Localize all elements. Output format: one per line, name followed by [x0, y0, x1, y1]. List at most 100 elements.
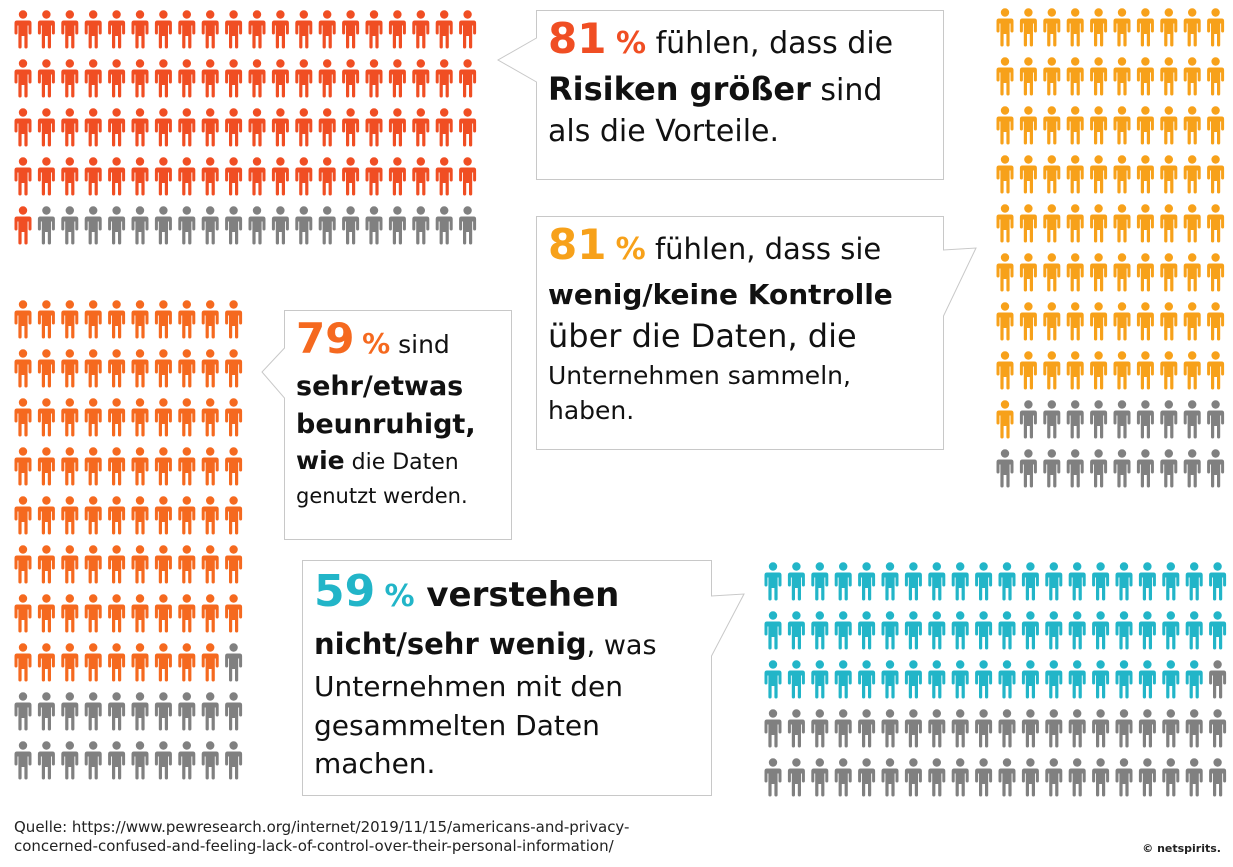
person-icon-empty	[1092, 709, 1110, 748]
person-icon-filled	[84, 545, 102, 584]
stat-number: 81	[548, 14, 607, 63]
person-icon-empty	[1045, 709, 1063, 748]
person-icon-filled	[1043, 204, 1061, 243]
person-icon-empty	[225, 643, 243, 682]
person-icon-empty	[811, 709, 829, 748]
person-icon-filled	[108, 10, 126, 49]
person-icon-empty	[858, 758, 876, 797]
person-icon-filled	[201, 157, 219, 196]
person-icon-filled	[928, 562, 946, 601]
person-icon-empty	[1092, 758, 1110, 797]
person-icon-filled	[459, 59, 477, 98]
person-icon-empty	[858, 709, 876, 748]
person-icon-empty	[178, 741, 196, 780]
person-icon-filled	[1019, 204, 1037, 243]
person-icon-empty	[342, 206, 360, 245]
person-icon-filled	[248, 59, 266, 98]
stat-percent-sign: %	[615, 232, 646, 267]
person-icon-empty	[108, 741, 126, 780]
person-icon-filled	[14, 300, 32, 339]
person-icon-filled	[1136, 204, 1154, 243]
person-icon-filled	[1160, 57, 1178, 96]
person-icon-empty	[1160, 449, 1178, 488]
person-icon-filled	[1138, 562, 1156, 601]
person-icon-filled	[37, 10, 55, 49]
person-icon-filled	[1136, 351, 1154, 390]
person-icon-filled	[996, 106, 1014, 145]
person-icon-filled	[1021, 611, 1039, 650]
person-icon-empty	[834, 709, 852, 748]
person-icon-empty	[764, 709, 782, 748]
stat-text: machen.	[314, 747, 436, 780]
person-icon-filled	[295, 10, 313, 49]
person-icon-filled	[154, 300, 172, 339]
person-icon-filled	[1207, 155, 1225, 194]
person-icon-filled	[201, 108, 219, 147]
person-icon-filled	[108, 349, 126, 388]
pictogram-control	[996, 8, 1232, 508]
person-icon-filled	[1207, 8, 1225, 47]
person-icon-filled	[37, 496, 55, 535]
person-icon-filled	[154, 59, 172, 98]
stat-number: 79	[296, 314, 355, 363]
person-icon-filled	[1090, 8, 1108, 47]
stat-text: , was	[586, 630, 657, 661]
person-icon-filled	[225, 398, 243, 437]
person-icon-empty	[904, 709, 922, 748]
person-icon-filled	[108, 108, 126, 147]
person-icon-filled	[435, 157, 453, 196]
stat-text: sind	[810, 73, 883, 108]
person-icon-filled	[37, 300, 55, 339]
person-icon-filled	[178, 496, 196, 535]
person-icon-filled	[1160, 8, 1178, 47]
stat-text: über die Daten, die	[548, 317, 857, 355]
person-icon-filled	[1160, 155, 1178, 194]
person-icon-filled	[1207, 351, 1225, 390]
person-icon-filled	[996, 351, 1014, 390]
person-icon-filled	[1183, 253, 1201, 292]
person-icon-empty	[37, 692, 55, 731]
person-icon-filled	[225, 108, 243, 147]
person-icon-filled	[1021, 660, 1039, 699]
person-icon-filled	[1113, 155, 1131, 194]
person-icon-filled	[1021, 562, 1039, 601]
person-icon-filled	[201, 10, 219, 49]
person-icon-empty	[998, 709, 1016, 748]
person-icon-filled	[1183, 106, 1201, 145]
person-icon-filled	[1207, 302, 1225, 341]
person-icon-filled	[178, 10, 196, 49]
person-icon-filled	[787, 611, 805, 650]
stat-text: sind	[390, 330, 450, 359]
person-icon-filled	[834, 660, 852, 699]
person-icon-empty	[811, 758, 829, 797]
person-icon-filled	[61, 59, 79, 98]
person-icon-filled	[154, 157, 172, 196]
person-icon-filled	[61, 594, 79, 633]
person-icon-filled	[37, 594, 55, 633]
person-icon-filled	[154, 349, 172, 388]
person-icon-empty	[84, 692, 102, 731]
person-icon-filled	[764, 611, 782, 650]
person-icon-filled	[811, 562, 829, 601]
person-icon-empty	[131, 692, 149, 731]
person-icon-empty	[178, 206, 196, 245]
brand-logo: © netspirits.	[1142, 842, 1221, 855]
pictogram-risks	[14, 10, 484, 246]
person-icon-filled	[131, 398, 149, 437]
person-icon-empty	[154, 692, 172, 731]
person-icon-filled	[61, 108, 79, 147]
person-icon-filled	[154, 398, 172, 437]
person-icon-filled	[1092, 611, 1110, 650]
person-icon-filled	[108, 545, 126, 584]
person-icon-filled	[225, 157, 243, 196]
person-icon-filled	[975, 562, 993, 601]
person-icon-empty	[881, 709, 899, 748]
person-icon-filled	[975, 660, 993, 699]
person-icon-filled	[928, 660, 946, 699]
person-icon-filled	[225, 300, 243, 339]
person-icon-filled	[412, 157, 430, 196]
person-icon-filled	[1115, 660, 1133, 699]
person-icon-filled	[904, 611, 922, 650]
stat-text: fühlen, dass sie	[645, 232, 882, 266]
person-icon-filled	[1090, 302, 1108, 341]
